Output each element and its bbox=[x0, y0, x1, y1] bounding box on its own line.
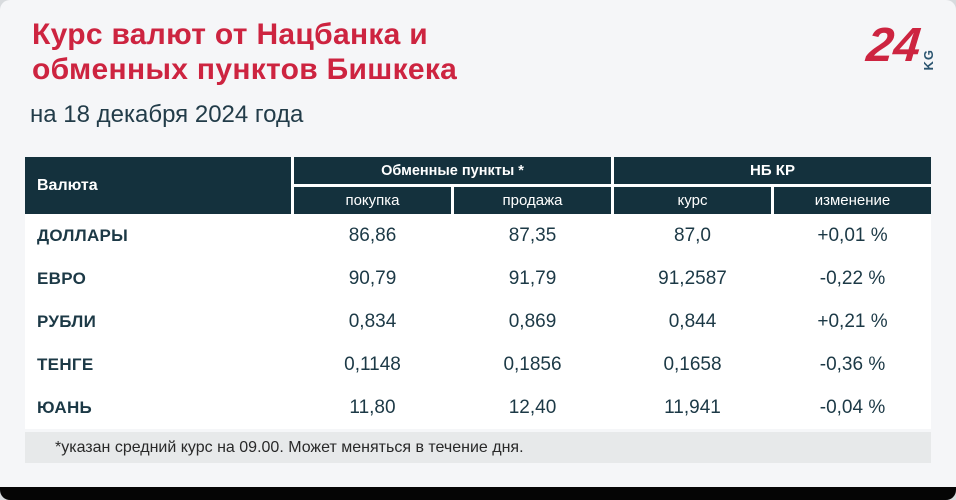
sell-rate-cell: 0,869 bbox=[508, 310, 557, 332]
subheader-sell: продажа bbox=[454, 187, 611, 214]
buy-rate-cell: 11,80 bbox=[349, 396, 396, 418]
sell-rate-cell: 0,1856 bbox=[503, 353, 562, 375]
nbkr-rate-cell: 87,0 bbox=[674, 224, 711, 246]
buy-rate-cell: 86,86 bbox=[348, 224, 397, 246]
currency-name-cell: ДОЛЛАРЫ bbox=[37, 225, 129, 245]
logo-kg-suffix: KG bbox=[921, 48, 936, 71]
sell-rate-cell: 87,35 bbox=[508, 224, 557, 246]
currency-name-cell: ЮАНЬ bbox=[37, 397, 93, 417]
subheader-rate: курс bbox=[614, 187, 771, 214]
change-percent-cell: -0,36 % bbox=[819, 353, 886, 375]
nbkr-rate-cell: 11,941 bbox=[664, 396, 721, 418]
change-percent-cell: +0,21 % bbox=[817, 310, 888, 332]
currency-name-cell: ТЕНГЕ bbox=[37, 354, 94, 374]
date-subtitle: на 18 декабря 2024 года bbox=[30, 101, 304, 128]
brand-logo-24kg: 24 KG bbox=[863, 19, 936, 72]
bottom-bar bbox=[0, 487, 956, 500]
table-body: ДОЛЛАРЫ 86,86 87,35 87,0 +0,01 % ЕВРО 90… bbox=[25, 214, 931, 429]
footnote: *указан средний курс на 09.00. Может мен… bbox=[25, 432, 931, 463]
buy-rate-cell: 90,79 bbox=[348, 267, 397, 289]
sell-rate-cell: 12,40 bbox=[508, 396, 557, 418]
currency-name-cell: ЕВРО bbox=[37, 268, 87, 288]
header-group-exchange-offices: Обменные пункты * bbox=[294, 157, 611, 184]
logo-24-numerals: 24 bbox=[863, 19, 923, 72]
sell-rate-cell: 91,79 bbox=[508, 267, 557, 289]
header-group-nbkr: НБ КР bbox=[614, 157, 931, 184]
subheader-change: изменение bbox=[774, 187, 931, 214]
buy-rate-cell: 0,834 bbox=[348, 310, 397, 332]
buy-rate-cell: 0,1148 bbox=[344, 353, 401, 375]
nbkr-rate-cell: 0,844 bbox=[668, 310, 717, 332]
nbkr-rate-cell: 91,2587 bbox=[658, 267, 727, 289]
subheader-buy: покупка bbox=[294, 187, 451, 214]
rates-table: Валюта Обменные пункты * НБ КР покупка п… bbox=[25, 157, 931, 463]
change-percent-cell: -0,22 % bbox=[819, 267, 886, 289]
change-percent-cell: +0,01 % bbox=[817, 224, 888, 246]
nbkr-rate-cell: 0,1658 bbox=[663, 353, 722, 375]
page-title: Курс валют от Нацбанка и обменных пункто… bbox=[32, 18, 458, 86]
currency-name-cell: РУБЛИ bbox=[37, 311, 97, 331]
table-header: Валюта Обменные пункты * НБ КР покупка п… bbox=[25, 157, 931, 214]
change-percent-cell: -0,04 % bbox=[819, 396, 886, 418]
header-cell-currency: Валюта bbox=[25, 157, 291, 214]
